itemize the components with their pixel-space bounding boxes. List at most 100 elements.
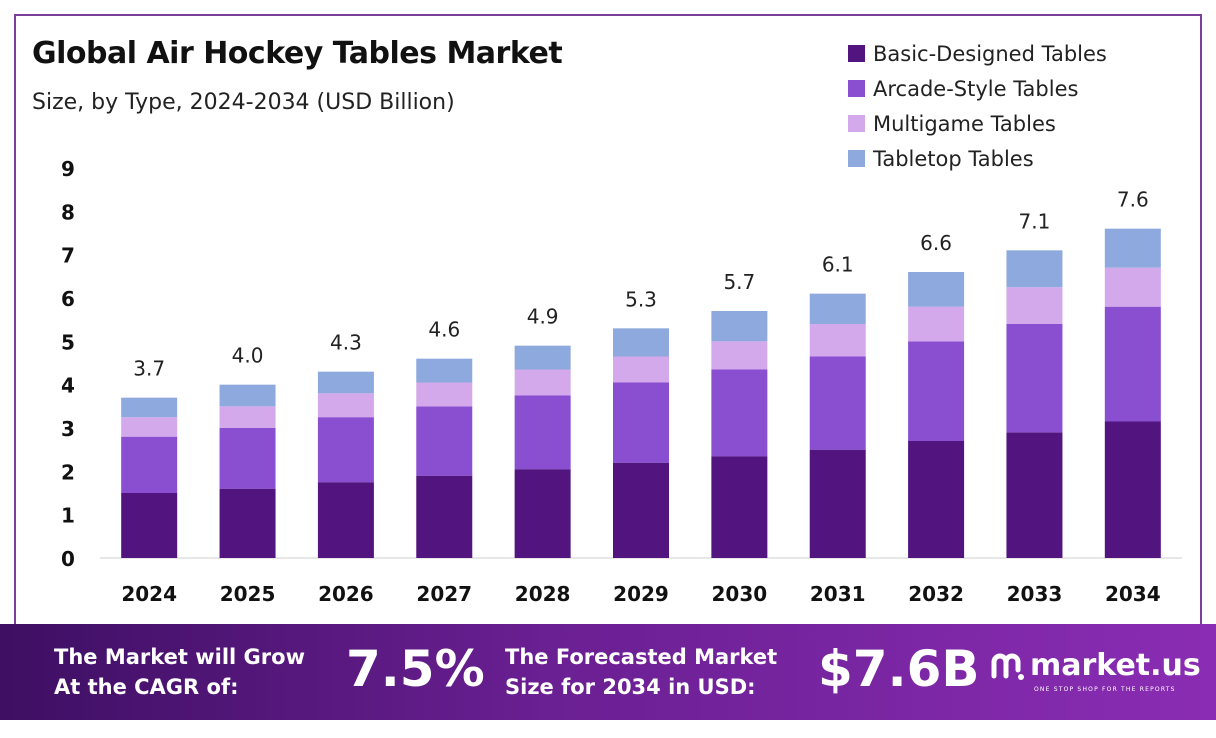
x-tick-label: 2028	[515, 582, 571, 606]
y-tick-label: 6	[61, 287, 75, 311]
bar-total-label: 6.6	[920, 231, 952, 255]
bar-segment-arcade	[809, 356, 866, 450]
x-tick-label: 2029	[613, 582, 669, 606]
y-tick-label: 8	[61, 200, 75, 224]
bar-total-label: 3.7	[133, 357, 165, 381]
bar-segment-arcade	[514, 395, 571, 470]
legend-label-basic: Basic-Designed Tables	[873, 41, 1107, 66]
bar-segment-tabletop	[809, 293, 866, 324]
bar-segment-basic	[219, 488, 276, 558]
forecast-text-line1: The Forecasted Market	[505, 645, 778, 669]
x-tick-label: 2024	[121, 582, 177, 606]
x-tick-label: 2025	[220, 582, 276, 606]
brand-name: market.us	[1030, 648, 1201, 683]
bar-segment-basic	[317, 482, 374, 558]
legend-label-multigame: Multigame Tables	[873, 111, 1056, 136]
bar-segment-arcade	[317, 417, 374, 483]
bar-segment-arcade	[711, 369, 768, 457]
bar-total-label: 5.3	[625, 287, 657, 311]
y-tick-label: 9	[61, 157, 75, 181]
bar-segment-arcade	[1006, 324, 1063, 433]
y-tick-label: 0	[61, 547, 75, 571]
brand-tagline: ONE STOP SHOP FOR THE REPORTS	[1034, 686, 1176, 693]
bar-segment-arcade	[219, 428, 276, 489]
bar-total-label: 5.7	[723, 270, 755, 294]
cagr-value: 7.5%	[346, 640, 485, 698]
bar-segment-tabletop	[711, 311, 768, 342]
legend-item-arcade: Arcade-Style Tables	[848, 71, 1107, 106]
bar-total-label: 6.1	[822, 253, 854, 277]
bar-segment-arcade	[908, 341, 965, 441]
bar-segment-multigame	[711, 341, 768, 370]
chart-subtitle: Size, by Type, 2024-2034 (USD Billion)	[32, 90, 455, 115]
bar-segment-basic	[809, 449, 866, 558]
bar-segment-arcade	[416, 406, 473, 476]
bar-segment-multigame	[219, 406, 276, 428]
bar-segment-tabletop	[1006, 250, 1063, 288]
y-tick-label: 4	[61, 374, 75, 398]
footer-bottom-strip	[0, 720, 1216, 738]
brand-logo: market.us ONE STOP SHOP FOR THE REPORTS	[990, 648, 1201, 693]
bar-segment-multigame	[416, 382, 473, 407]
bar-segment-tabletop	[219, 384, 276, 407]
bar-segment-multigame	[1104, 267, 1161, 307]
market-us-logo-icon	[991, 653, 1024, 680]
legend-label-tabletop: Tabletop Tables	[873, 146, 1034, 171]
bar-segment-arcade	[613, 382, 669, 463]
y-tick-label: 3	[61, 417, 75, 441]
y-tick-label: 1	[61, 504, 75, 528]
bar-segment-multigame	[908, 306, 965, 342]
bar-total-label: 4.0	[232, 344, 264, 368]
cagr-text-line2: At the CAGR of:	[54, 675, 239, 699]
bar-segment-multigame	[1006, 287, 1063, 324]
bar-segment-tabletop	[908, 272, 965, 307]
cagr-text-line1: The Market will Grow	[54, 645, 305, 669]
bar-segment-tabletop	[317, 371, 374, 394]
bar-segment-basic	[121, 493, 178, 558]
bar-segment-multigame	[613, 356, 669, 383]
stacked-bar-chart: 0 1 2 3 4 5 6 7 8 9 3.7 2024 4.0 2025 4.3 2026 4.6 2027 4.…	[61, 157, 1182, 606]
bar-segment-tabletop	[514, 345, 571, 370]
legend-swatch-multigame	[848, 115, 865, 132]
x-tick-label: 2033	[1007, 582, 1063, 606]
legend-swatch-tabletop	[848, 150, 865, 167]
legend-item-basic: Basic-Designed Tables	[848, 36, 1107, 71]
chart-legend: Basic-Designed Tables Arcade-Style Table…	[848, 36, 1107, 176]
bar-segment-basic	[514, 469, 571, 558]
bar-segment-basic	[711, 456, 768, 558]
bar-segment-basic	[1006, 432, 1063, 558]
legend-label-arcade: Arcade-Style Tables	[873, 76, 1079, 101]
legend-item-multigame: Multigame Tables	[848, 106, 1107, 141]
bar-total-label: 4.9	[527, 305, 559, 329]
bar-total-label: 7.6	[1117, 188, 1149, 212]
bar-total-label: 7.1	[1019, 209, 1051, 233]
bar-segment-tabletop	[416, 358, 473, 383]
bar-segment-multigame	[514, 369, 571, 396]
bar-segment-basic	[908, 441, 965, 558]
forecast-text-line2: Size for 2034 in USD:	[505, 675, 756, 699]
x-tick-label: 2032	[908, 582, 964, 606]
bar-total-label: 4.6	[428, 318, 460, 342]
bar-total-label: 4.3	[330, 331, 362, 355]
bar-segment-multigame	[121, 417, 178, 437]
legend-item-tabletop: Tabletop Tables	[848, 141, 1107, 176]
bar-segment-basic	[1104, 421, 1161, 558]
bar-segment-multigame	[809, 324, 866, 357]
x-tick-label: 2027	[416, 582, 472, 606]
chart-title: Global Air Hockey Tables Market	[32, 36, 563, 71]
bar-segment-arcade	[1104, 306, 1161, 422]
x-tick-label: 2031	[810, 582, 866, 606]
y-tick-label: 7	[61, 244, 75, 268]
x-tick-label: 2026	[318, 582, 374, 606]
x-tick-label: 2034	[1105, 582, 1161, 606]
legend-swatch-arcade	[848, 80, 865, 97]
bar-segment-arcade	[121, 436, 178, 493]
bar-segment-tabletop	[613, 328, 669, 357]
y-tick-label: 2	[61, 460, 75, 484]
bar-segment-basic	[416, 475, 473, 558]
x-tick-label: 2030	[712, 582, 768, 606]
bar-segment-tabletop	[121, 397, 178, 418]
chart-frame	[14, 14, 1202, 626]
bar-segment-tabletop	[1104, 228, 1161, 268]
footer-banner	[0, 624, 1216, 720]
